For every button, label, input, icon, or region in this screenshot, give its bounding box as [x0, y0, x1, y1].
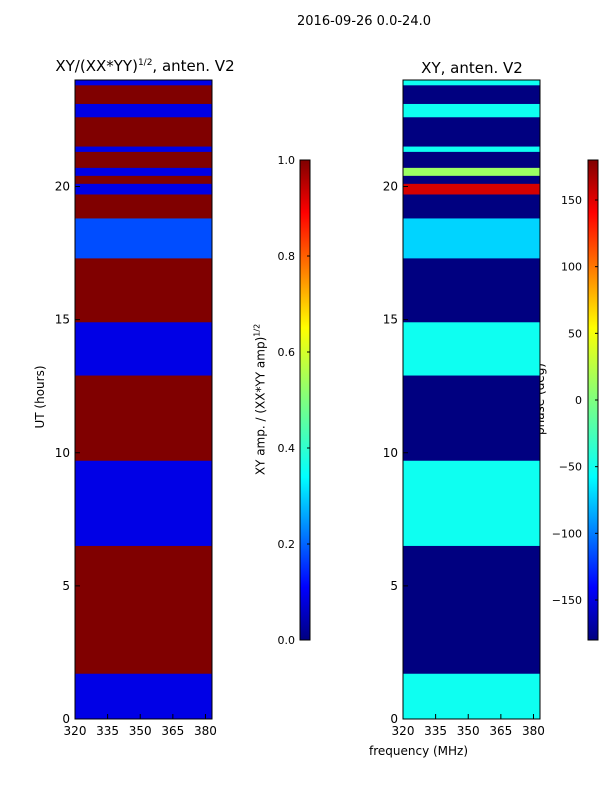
- x-tick-label: 320: [64, 724, 87, 738]
- figure-title: 2016-09-26 0.0-24.0: [297, 14, 431, 29]
- x-tick-label: 350: [457, 724, 480, 738]
- heatmap-band-1-9: [75, 80, 212, 86]
- y-tick-label: 20: [383, 180, 398, 194]
- heatmap-band-2-4: [403, 218, 540, 259]
- heatmap-band-2-8: [403, 103, 540, 118]
- y-tick-label: 5: [62, 579, 70, 593]
- heatmap-band-2-3: [403, 322, 540, 376]
- colorbar-tick-label: −50: [559, 461, 582, 474]
- heatmap-band-1-1: [75, 673, 212, 719]
- heatmap-band-2-9: [403, 80, 540, 86]
- colorbar-tick-label: −100: [552, 527, 582, 540]
- left-title-main: XY/(XX*YY): [55, 57, 138, 75]
- colorbar-tick-label: 0.6: [278, 346, 296, 359]
- x-tick-label: 350: [129, 724, 152, 738]
- y-tick-label: 5: [390, 579, 398, 593]
- y-tick-label: 15: [55, 313, 70, 327]
- x-axis-label: frequency (MHz): [369, 744, 469, 758]
- colorbar-tick-label: 50: [568, 327, 582, 340]
- colorbar-1: [299, 159, 311, 641]
- y-tick-label: 10: [383, 446, 398, 460]
- heatmap-band-1-8: [75, 103, 212, 118]
- colorbar-tick-label: −150: [552, 594, 582, 607]
- colorbar-tick-label: 150: [561, 194, 582, 207]
- x-tick-label: 380: [522, 724, 545, 738]
- plot-frame-1: [74, 79, 213, 720]
- left-panel-title: XY/(XX*YY)1/2, anten. V2: [40, 57, 250, 75]
- heatmap-band-2-1: [403, 673, 540, 719]
- heatmap-band-2-7: [403, 146, 540, 152]
- x-tick-label: 380: [194, 724, 217, 738]
- colorbar-tick-label: 0.8: [278, 250, 296, 263]
- left-title-tail: , anten. V2: [152, 57, 235, 75]
- colorbar-tick-label: 0.0: [278, 634, 296, 647]
- x-tick-label: 365: [161, 724, 184, 738]
- heatmap-band-2-6: [403, 167, 540, 176]
- y-tick-label: 10: [55, 446, 70, 460]
- heatmap-band-1-4: [75, 218, 212, 259]
- y-tick-label: 15: [383, 313, 398, 327]
- heatmap-band-1-2: [75, 460, 212, 546]
- y-tick-label: 0: [390, 712, 398, 726]
- y-tick-label: 0: [62, 712, 70, 726]
- colorbar-tick-label: 100: [561, 261, 582, 274]
- heatmap-band-2-2: [403, 460, 540, 546]
- x-tick-label: 320: [392, 724, 415, 738]
- x-tick-label: 335: [424, 724, 447, 738]
- heatmap-band-1-6: [75, 167, 212, 176]
- colorbar-tick-label: 1.0: [278, 154, 296, 167]
- x-tick-label: 335: [96, 724, 119, 738]
- x-tick-label: 365: [489, 724, 512, 738]
- plot-frame-2: [402, 79, 541, 720]
- heatmap-band-1-7: [75, 146, 212, 152]
- colorbar-tick-label: 0.2: [278, 538, 296, 551]
- right-panel-title: XY, anten. V2: [421, 59, 523, 77]
- left-title-exponent: 1/2: [137, 58, 153, 68]
- colorbar-tick-label: 0: [575, 394, 582, 407]
- y-tick-label: 20: [55, 180, 70, 194]
- colorbar-tick-label: 0.4: [278, 442, 296, 455]
- heatmap-band-2-5: [403, 183, 540, 195]
- heatmap-band-1-3: [75, 322, 212, 376]
- heatmap-band-1-5: [75, 183, 212, 195]
